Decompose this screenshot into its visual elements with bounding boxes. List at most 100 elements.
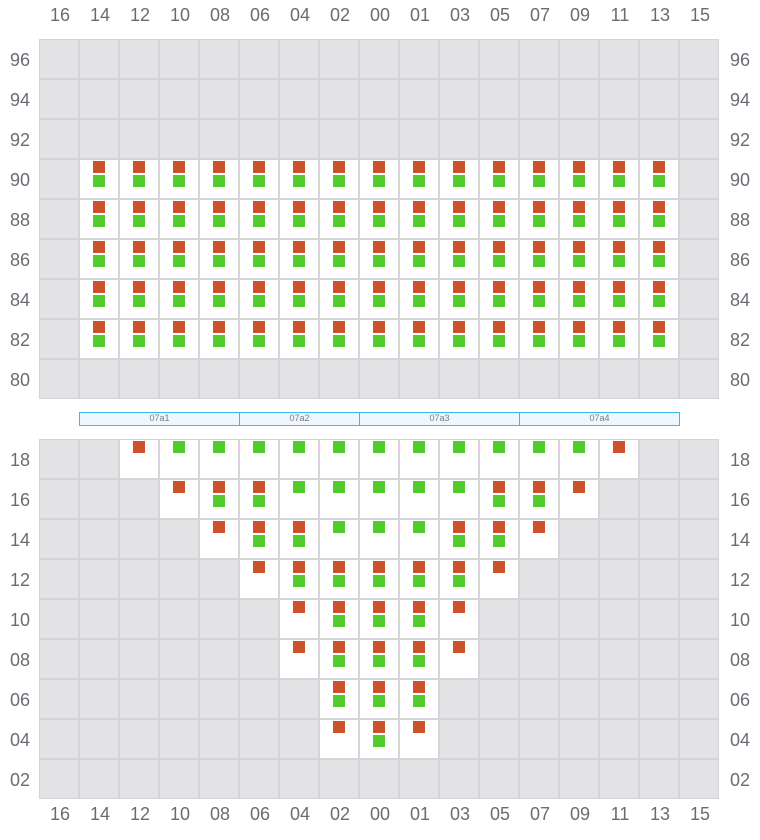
seat-cell[interactable]	[400, 200, 438, 238]
seat-cell[interactable]	[280, 200, 318, 238]
seat-cell[interactable]	[320, 440, 358, 478]
seat-cell[interactable]	[360, 600, 398, 638]
seat-cell[interactable]	[560, 280, 598, 318]
seat-cell[interactable]	[640, 240, 678, 278]
seat-cell[interactable]	[400, 240, 438, 278]
zone-07a4[interactable]: 07a4	[519, 412, 680, 426]
seat-cell[interactable]	[360, 280, 398, 318]
seat-cell[interactable]	[160, 440, 198, 478]
seat-cell[interactable]	[440, 320, 478, 358]
seat-cell[interactable]	[520, 320, 558, 358]
seat-cell[interactable]	[280, 480, 318, 518]
seat-cell[interactable]	[480, 560, 518, 598]
seat-cell[interactable]	[600, 440, 638, 478]
seat-cell[interactable]	[560, 440, 598, 478]
seat-cell[interactable]	[560, 320, 598, 358]
seat-cell[interactable]	[640, 160, 678, 198]
seat-cell[interactable]	[320, 600, 358, 638]
seat-cell[interactable]	[80, 280, 118, 318]
seat-cell[interactable]	[320, 520, 358, 558]
seat-cell[interactable]	[480, 200, 518, 238]
seat-cell[interactable]	[280, 240, 318, 278]
seat-cell[interactable]	[320, 240, 358, 278]
seat-cell[interactable]	[160, 280, 198, 318]
seat-cell[interactable]	[280, 640, 318, 678]
seat-cell[interactable]	[360, 440, 398, 478]
seat-cell[interactable]	[120, 240, 158, 278]
seat-cell[interactable]	[200, 160, 238, 198]
seat-cell[interactable]	[360, 160, 398, 198]
seat-cell[interactable]	[520, 280, 558, 318]
seat-cell[interactable]	[120, 280, 158, 318]
seat-cell[interactable]	[440, 160, 478, 198]
seat-cell[interactable]	[320, 480, 358, 518]
seat-cell[interactable]	[240, 240, 278, 278]
seat-cell[interactable]	[480, 520, 518, 558]
seat-cell[interactable]	[480, 440, 518, 478]
seat-cell[interactable]	[400, 720, 438, 758]
seat-cell[interactable]	[440, 440, 478, 478]
seat-cell[interactable]	[360, 680, 398, 718]
seat-cell[interactable]	[280, 320, 318, 358]
seat-cell[interactable]	[640, 280, 678, 318]
seat-cell[interactable]	[320, 560, 358, 598]
seat-cell[interactable]	[440, 200, 478, 238]
seat-cell[interactable]	[360, 720, 398, 758]
seat-cell[interactable]	[440, 560, 478, 598]
seat-cell[interactable]	[80, 320, 118, 358]
seat-cell[interactable]	[360, 640, 398, 678]
seat-cell[interactable]	[280, 160, 318, 198]
seat-cell[interactable]	[400, 520, 438, 558]
seat-cell[interactable]	[160, 480, 198, 518]
seat-cell[interactable]	[400, 680, 438, 718]
seat-cell[interactable]	[440, 280, 478, 318]
seat-cell[interactable]	[320, 320, 358, 358]
seat-cell[interactable]	[160, 200, 198, 238]
seat-cell[interactable]	[480, 160, 518, 198]
seat-cell[interactable]	[280, 280, 318, 318]
seat-cell[interactable]	[440, 520, 478, 558]
seat-cell[interactable]	[320, 280, 358, 318]
seat-cell[interactable]	[240, 280, 278, 318]
seat-cell[interactable]	[520, 240, 558, 278]
seat-cell[interactable]	[560, 200, 598, 238]
seat-cell[interactable]	[560, 240, 598, 278]
seat-cell[interactable]	[600, 240, 638, 278]
zone-07a3[interactable]: 07a3	[359, 412, 520, 426]
seat-cell[interactable]	[280, 520, 318, 558]
seat-cell[interactable]	[240, 520, 278, 558]
seat-cell[interactable]	[320, 640, 358, 678]
seat-cell[interactable]	[200, 440, 238, 478]
seat-cell[interactable]	[600, 160, 638, 198]
seat-cell[interactable]	[440, 240, 478, 278]
seat-cell[interactable]	[560, 160, 598, 198]
seat-cell[interactable]	[520, 160, 558, 198]
seat-cell[interactable]	[120, 160, 158, 198]
seat-cell[interactable]	[280, 560, 318, 598]
seat-cell[interactable]	[320, 160, 358, 198]
seat-cell[interactable]	[160, 160, 198, 198]
seat-cell[interactable]	[600, 320, 638, 358]
seat-cell[interactable]	[80, 200, 118, 238]
seat-cell[interactable]	[400, 280, 438, 318]
zone-07a2[interactable]: 07a2	[239, 412, 360, 426]
seat-cell[interactable]	[200, 520, 238, 558]
seat-cell[interactable]	[360, 560, 398, 598]
seat-cell[interactable]	[600, 200, 638, 238]
seat-cell[interactable]	[120, 200, 158, 238]
seat-cell[interactable]	[240, 160, 278, 198]
seat-cell[interactable]	[280, 600, 318, 638]
seat-cell[interactable]	[440, 480, 478, 518]
seat-cell[interactable]	[400, 320, 438, 358]
seat-cell[interactable]	[200, 240, 238, 278]
seat-cell[interactable]	[160, 240, 198, 278]
seat-cell[interactable]	[360, 200, 398, 238]
seat-cell[interactable]	[480, 480, 518, 518]
seat-cell[interactable]	[200, 320, 238, 358]
seat-cell[interactable]	[440, 640, 478, 678]
seat-cell[interactable]	[200, 200, 238, 238]
seat-cell[interactable]	[440, 600, 478, 638]
seat-cell[interactable]	[360, 480, 398, 518]
seat-cell[interactable]	[400, 480, 438, 518]
seat-cell[interactable]	[640, 200, 678, 238]
